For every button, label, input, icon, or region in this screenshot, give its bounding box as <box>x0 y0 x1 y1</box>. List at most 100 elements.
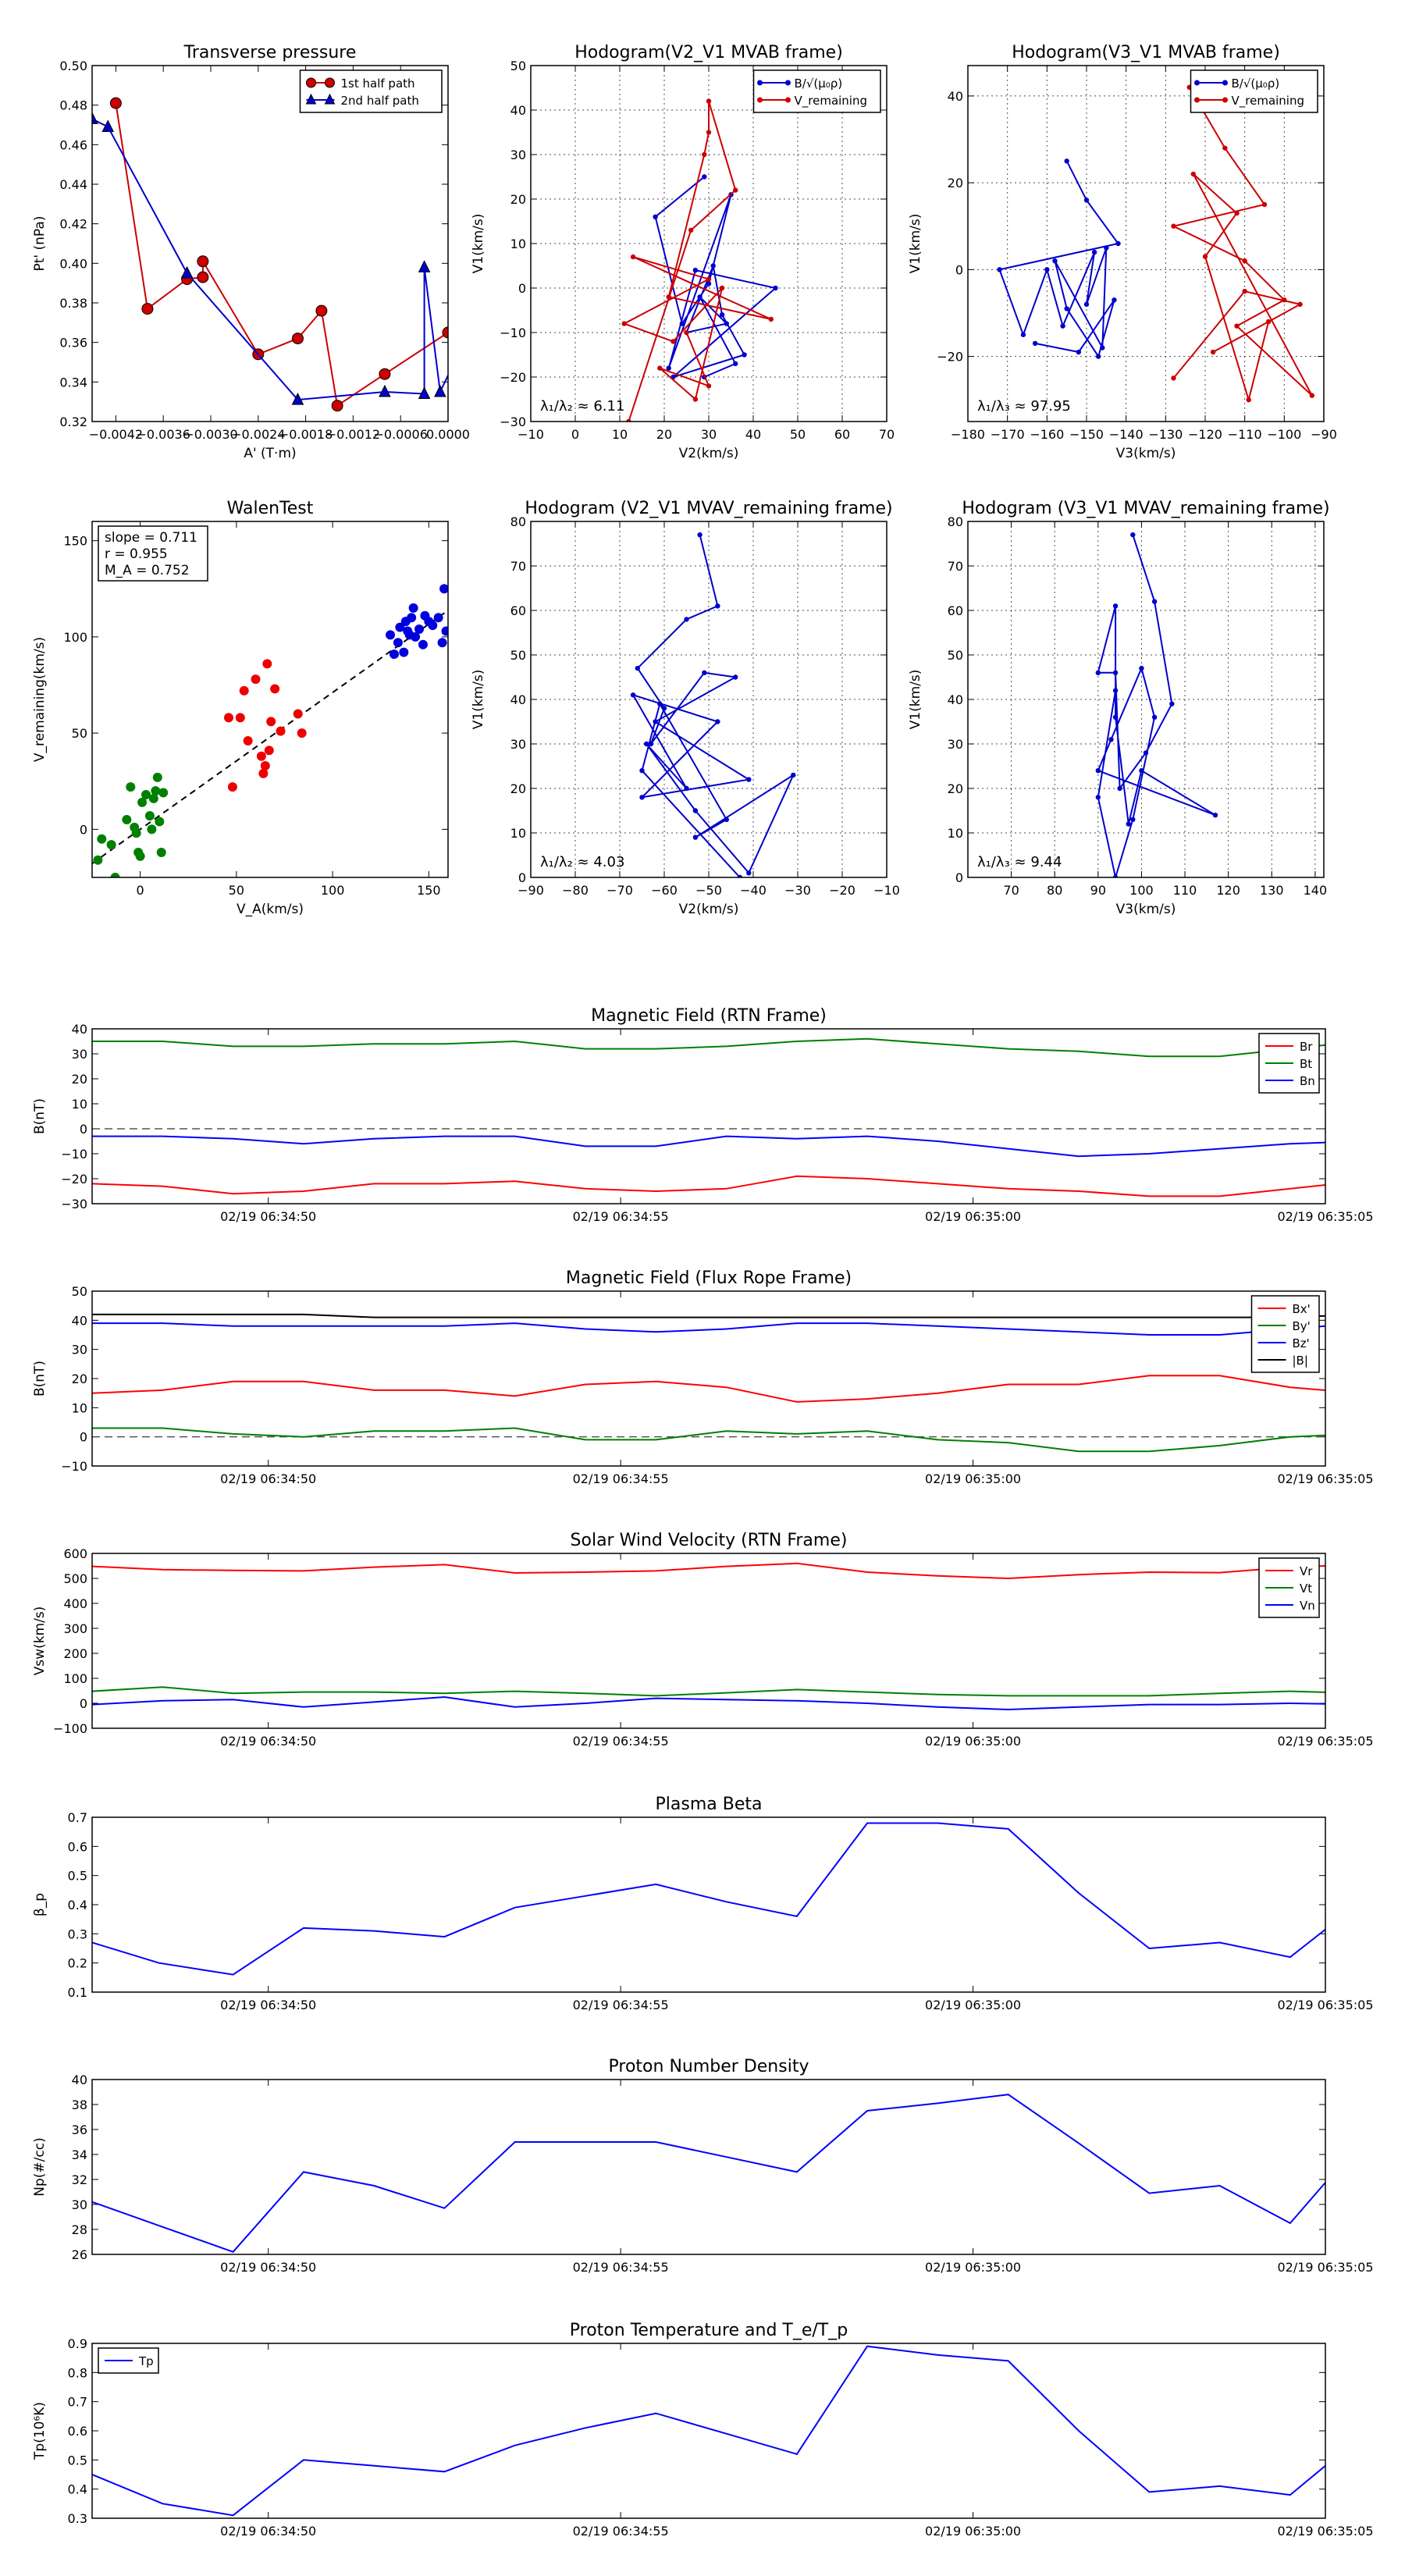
y-tick-label: 0.32 <box>59 415 87 429</box>
data-point <box>1309 393 1315 398</box>
chart-title: Magnetic Field (Flux Rope Frame) <box>566 1268 852 1288</box>
axes-frame <box>530 65 887 422</box>
x-tick-label: 140 <box>1304 883 1328 898</box>
y-axis-label: Tp(10⁶K) <box>32 2402 48 2460</box>
data-point <box>1171 223 1176 229</box>
y-tick-label: 0.9 <box>68 2336 87 2351</box>
chart-title: Hodogram (V2_V1 MVAV_remaining frame) <box>525 499 892 518</box>
y-tick-label: 28 <box>72 2222 87 2237</box>
data-point <box>110 873 120 877</box>
legend-marker <box>757 97 763 103</box>
data-point <box>137 797 148 807</box>
legend-marker <box>757 80 763 86</box>
y-tick-label: 0.38 <box>59 296 87 311</box>
x-tick-label: 02/19 06:34:50 <box>220 1998 316 2012</box>
data-point <box>1095 670 1101 675</box>
data-point <box>692 268 699 273</box>
x-tick-label: 02/19 06:35:05 <box>1277 2524 1373 2539</box>
x-tick-label: 02/19 06:34:55 <box>573 2524 669 2539</box>
data-point <box>715 603 720 609</box>
y-tick-label: 0.5 <box>68 1869 87 1884</box>
legend-marker <box>785 97 791 103</box>
data-point <box>1261 201 1268 208</box>
y-axis-label: B(nT) <box>32 1361 48 1397</box>
data-point <box>386 630 396 640</box>
data-point <box>197 255 209 268</box>
chart-magnetic_field_fluxrope: Magnetic Field (Flux Rope Frame) 02/19 06… <box>32 1268 1374 1486</box>
x-tick-label: −0.0024 <box>231 427 285 442</box>
legend-label: Br <box>1300 1040 1313 1054</box>
data-point <box>1130 532 1136 538</box>
y-tick-label: 70 <box>510 559 526 574</box>
legend-label: Bz' <box>1293 1336 1310 1350</box>
x-tick-label: 0 <box>571 427 579 442</box>
data-point <box>1064 306 1069 311</box>
x-tick-label: −90 <box>1311 427 1337 442</box>
x-tick-label: −0.0006 <box>374 427 428 442</box>
data-point <box>389 649 399 660</box>
data-point <box>737 874 743 877</box>
axes-frame <box>967 521 1325 878</box>
data-point <box>648 741 654 747</box>
data-point <box>158 788 169 798</box>
data-point <box>92 112 98 124</box>
data-point <box>270 684 280 694</box>
legend-label: Vt <box>1300 1582 1312 1596</box>
chart-title: Magnetic Field (RTN Frame) <box>591 1006 827 1026</box>
data-point <box>224 713 234 723</box>
data-point <box>1112 603 1119 609</box>
data-point <box>227 782 237 792</box>
y-tick-label: 600 <box>63 1546 87 1561</box>
data-point <box>1246 397 1251 403</box>
data-point <box>1095 795 1101 800</box>
data-point <box>1130 817 1136 823</box>
y-tick-label: 70 <box>948 559 963 574</box>
x-tick-label: 02/19 06:35:05 <box>1277 1209 1373 1224</box>
y-tick-label: 0 <box>80 1430 87 1445</box>
axes-frame <box>91 1553 1326 1729</box>
y-tick-label: 20 <box>72 1372 87 1386</box>
stats-text: M_A = 0.752 <box>105 563 190 578</box>
data-point <box>706 281 712 286</box>
y-tick-label: 20 <box>72 1072 87 1087</box>
y-tick-label: 0.7 <box>68 2395 87 2410</box>
data-point <box>997 267 1002 272</box>
data-point <box>661 706 667 711</box>
y-tick-label: 10 <box>510 237 526 251</box>
x-tick-label: 120 <box>1216 883 1240 898</box>
x-tick-label: 150 <box>417 883 441 898</box>
y-tick-label: 0.34 <box>59 375 87 390</box>
series-line <box>92 1427 1325 1453</box>
data-point <box>1095 768 1101 774</box>
plot-area <box>630 532 796 877</box>
data-point <box>621 321 627 326</box>
y-tick-label: 0.36 <box>59 336 87 350</box>
x-tick-label: 02/19 06:35:05 <box>1277 1471 1373 1486</box>
x-tick-label: −130 <box>1148 427 1183 442</box>
data-point <box>441 626 448 636</box>
data-point <box>1096 354 1101 359</box>
data-point <box>433 613 443 623</box>
ratio-annotation: λ₁/λ₃ ≈ 9.44 <box>977 854 1062 870</box>
data-point <box>1076 349 1082 355</box>
y-tick-label: 100 <box>63 630 87 645</box>
plot-area <box>92 97 448 412</box>
y-tick-label: 80 <box>510 514 526 529</box>
data-point <box>152 772 162 782</box>
y-tick-label: 400 <box>63 1596 87 1611</box>
x-axis-label: V2(km/s) <box>679 902 739 917</box>
y-tick-label: 0 <box>80 1696 87 1711</box>
y-tick-label: 30 <box>510 148 526 162</box>
data-point <box>1222 145 1228 151</box>
x-tick-label: −50 <box>695 883 722 898</box>
y-tick-label: 100 <box>63 1671 87 1686</box>
data-point <box>706 383 712 389</box>
x-tick-label: −60 <box>651 883 678 898</box>
x-tick-label: −100 <box>1267 427 1301 442</box>
y-tick-label: 0.4 <box>68 2482 87 2497</box>
plot-area <box>92 2094 1325 2253</box>
fit-line <box>92 610 448 865</box>
y-tick-label: 0 <box>518 281 526 296</box>
y-tick-label: 80 <box>948 514 963 529</box>
